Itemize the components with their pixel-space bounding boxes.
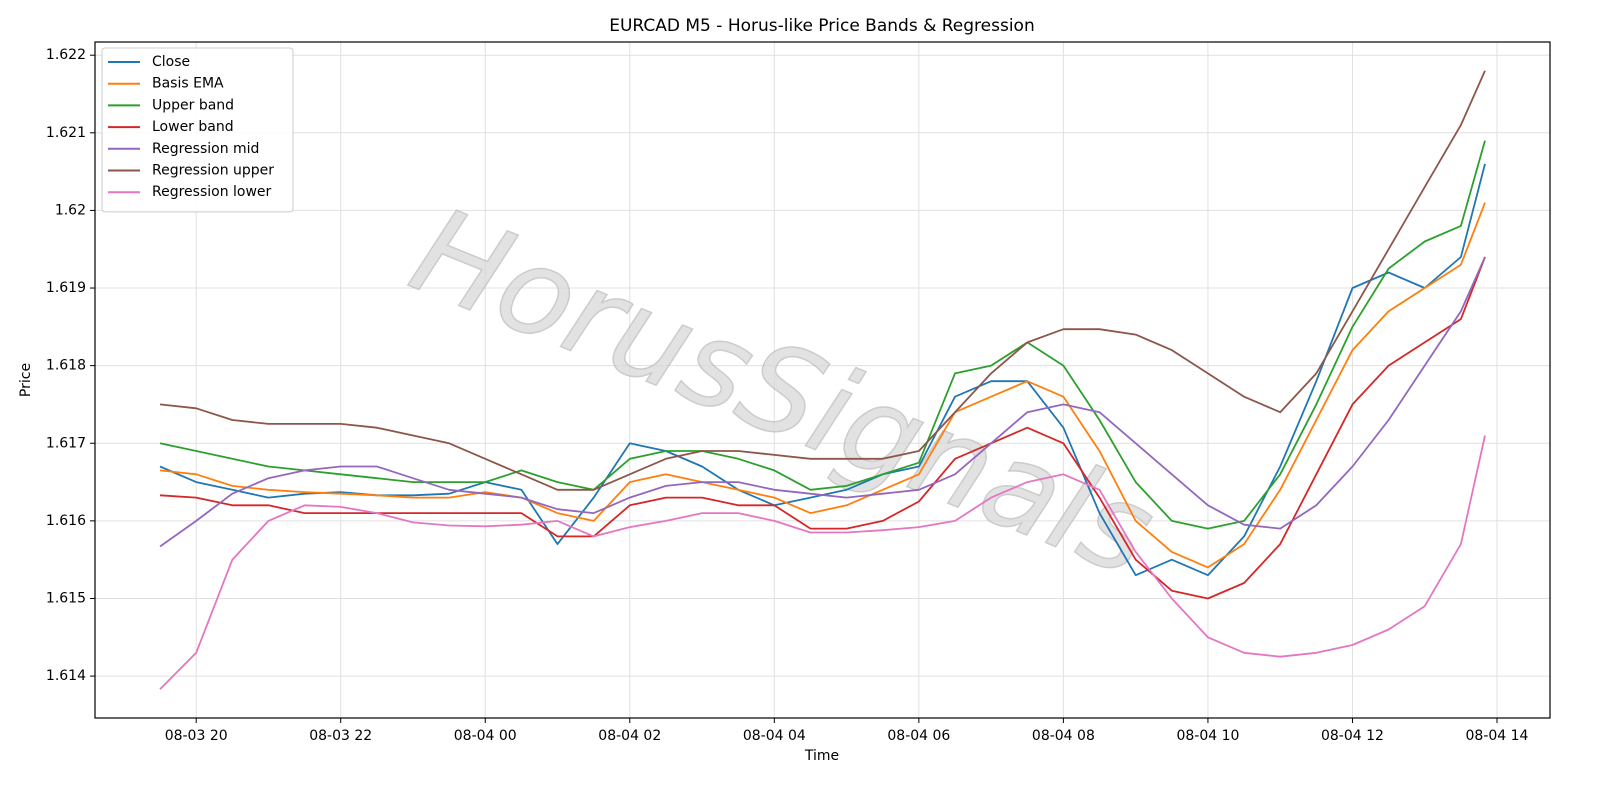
grid bbox=[95, 42, 1550, 718]
series-line bbox=[159, 202, 1486, 569]
series-line bbox=[159, 256, 1486, 548]
legend-box bbox=[101, 47, 294, 213]
x-tick-label: 08-04 00 bbox=[454, 728, 517, 744]
legend-label: Regression lower bbox=[152, 184, 272, 200]
y-tick-label: 1.617 bbox=[46, 435, 86, 451]
x-tick-label: 08-03 22 bbox=[309, 728, 372, 744]
x-tick-label: 08-04 02 bbox=[598, 728, 661, 744]
chart-title: EURCAD M5 - Horus-like Price Bands & Reg… bbox=[609, 16, 1034, 36]
series-line bbox=[159, 435, 1486, 690]
legend: Close Basis EMA Upper band Lower band Regres… bbox=[101, 47, 294, 213]
x-axis-label: Time bbox=[804, 748, 839, 764]
y-tick-label: 1.615 bbox=[46, 590, 86, 606]
y-tick-label: 1.614 bbox=[46, 668, 86, 684]
y-tick-label: 1.616 bbox=[46, 513, 86, 529]
legend-label: Upper band bbox=[152, 97, 234, 113]
legend-label: Close bbox=[152, 54, 190, 70]
plot-lines bbox=[159, 70, 1486, 690]
series-line bbox=[159, 256, 1486, 600]
x-tick-label: 08-04 10 bbox=[1176, 728, 1239, 744]
legend-label: Basis EMA bbox=[152, 76, 224, 92]
x-tick-label: 08-04 06 bbox=[887, 728, 950, 744]
y-axis-label: Price bbox=[18, 363, 34, 397]
x-tick-label: 08-03 20 bbox=[165, 728, 228, 744]
series-line bbox=[159, 140, 1486, 530]
legend-label: Regression mid bbox=[152, 141, 259, 157]
x-tick-label: 08-04 04 bbox=[743, 728, 806, 744]
y-tick-label: 1.618 bbox=[46, 358, 86, 374]
x-tick-label: 08-04 14 bbox=[1466, 728, 1529, 744]
y-tick-label: 1.621 bbox=[46, 125, 86, 141]
x-tick-label: 08-04 08 bbox=[1032, 728, 1095, 744]
legend-label: Regression upper bbox=[152, 163, 274, 179]
series-line bbox=[159, 70, 1486, 491]
legend-label: Lower band bbox=[152, 119, 234, 135]
y-tick-label: 1.619 bbox=[46, 280, 86, 296]
x-tick-label: 08-04 12 bbox=[1321, 728, 1384, 744]
y-tick-label: 1.62 bbox=[55, 202, 86, 218]
y-tick-label: 1.622 bbox=[46, 47, 86, 63]
plot-frame bbox=[94, 41, 1551, 719]
